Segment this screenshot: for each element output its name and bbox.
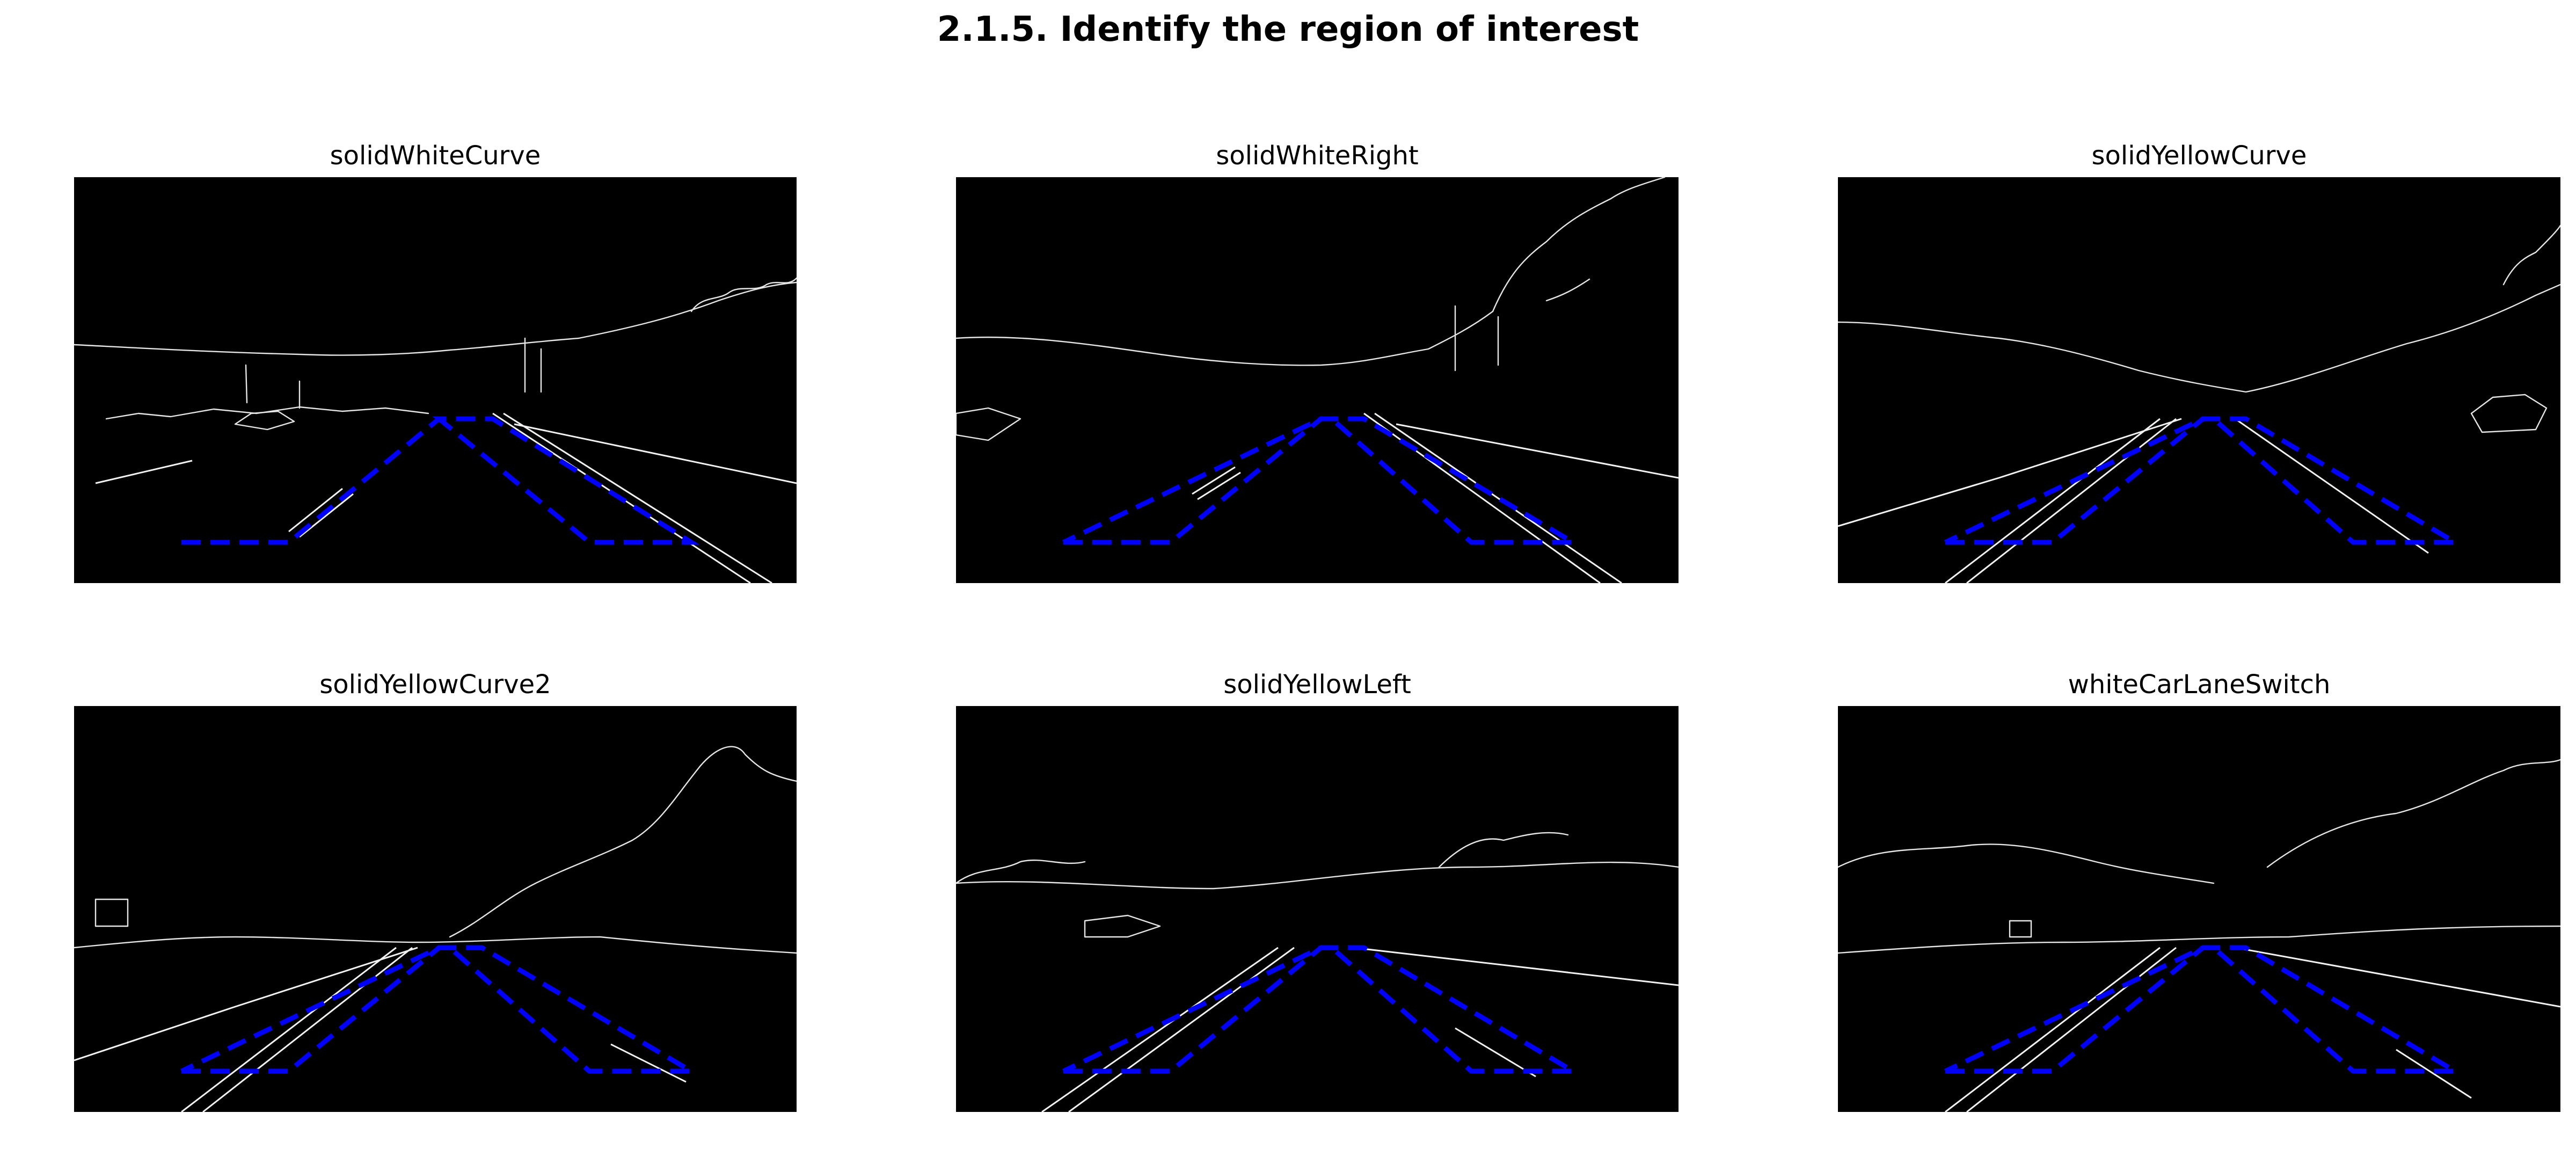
edge-image-canvas bbox=[956, 177, 1679, 583]
lane-edge bbox=[181, 947, 413, 1112]
roi-polygon bbox=[1062, 945, 1582, 1074]
vehicle-edge bbox=[956, 407, 1021, 441]
horizon-edge bbox=[74, 936, 797, 954]
panel-solid-white-right: solidWhiteRight bbox=[956, 141, 1679, 583]
lane-edge bbox=[95, 460, 193, 484]
lane-edge bbox=[2396, 1049, 2472, 1099]
panel-title: whiteCarLaneSwitch bbox=[2068, 670, 2331, 700]
roi-polygon bbox=[1062, 416, 1582, 545]
lane-edge bbox=[2235, 418, 2429, 554]
panel-solid-yellow-curve-2: solidYellowCurve2 bbox=[74, 670, 797, 1112]
panel-title: solidYellowLeft bbox=[1223, 670, 1411, 700]
lane-edge bbox=[1353, 947, 1679, 986]
edge-image bbox=[956, 177, 1679, 583]
edge-image-canvas bbox=[1838, 224, 2560, 583]
tree-edge bbox=[449, 746, 797, 938]
lane-edge bbox=[288, 488, 354, 538]
vehicle-edge bbox=[234, 410, 295, 431]
edge-image bbox=[74, 706, 797, 1112]
panel-solid-yellow-left: solidYellowLeft bbox=[956, 670, 1679, 1112]
lane-edge bbox=[514, 423, 797, 484]
edge-image bbox=[956, 706, 1679, 1112]
lane-edge bbox=[2235, 947, 2560, 1008]
panel-title: solidWhiteCurve bbox=[330, 141, 541, 171]
lane-edge bbox=[1041, 947, 1295, 1112]
figure-title: 2.1.5. Identify the region of interest bbox=[937, 10, 1639, 49]
tree-edge bbox=[1492, 177, 1666, 312]
lane-edge bbox=[1838, 418, 2182, 527]
pole-edge bbox=[245, 337, 542, 409]
vehicle-edge bbox=[105, 406, 429, 420]
roi-polygon bbox=[181, 416, 700, 545]
edge-image-canvas bbox=[956, 832, 1679, 1112]
panel-solid-yellow-curve: solidYellowCurve bbox=[1838, 141, 2560, 583]
lane-edge bbox=[610, 1043, 687, 1083]
edge-image-canvas bbox=[74, 746, 797, 1112]
lane-edge bbox=[1945, 947, 2177, 1112]
horizon-edge bbox=[1838, 283, 2560, 393]
edge-image-canvas bbox=[74, 277, 797, 583]
panel-title: solidWhiteRight bbox=[1216, 141, 1419, 171]
edge-image bbox=[1838, 706, 2560, 1112]
lane-edge bbox=[1396, 423, 1679, 479]
horizon-edge bbox=[956, 310, 1494, 366]
tree-edge bbox=[690, 277, 797, 312]
sign-edge bbox=[94, 898, 129, 927]
edge-image bbox=[74, 177, 797, 583]
lane-edge bbox=[1945, 418, 2177, 583]
vehicle-edge bbox=[1084, 914, 1161, 938]
lane-edge bbox=[74, 947, 418, 1061]
lane-edge bbox=[1192, 466, 1241, 500]
panel-title: solidYellowCurve bbox=[2091, 141, 2307, 171]
edge-image-canvas bbox=[1838, 759, 2560, 1112]
tree-edge bbox=[2502, 224, 2560, 286]
panel-white-car-lane-switch: whiteCarLaneSwitch bbox=[1838, 670, 2560, 1112]
tree-edge bbox=[1838, 759, 2560, 884]
roi-polygon bbox=[1944, 416, 2464, 545]
panel-solid-white-curve: solidWhiteCurve bbox=[74, 141, 797, 583]
roi-polygon bbox=[1944, 945, 2464, 1074]
horizon-edge bbox=[1838, 925, 2560, 954]
sign-edge bbox=[2009, 920, 2032, 938]
tree-edge bbox=[956, 832, 1569, 884]
roi-polygon bbox=[180, 945, 700, 1074]
horizon-edge bbox=[74, 281, 797, 356]
edge-image bbox=[1838, 177, 2560, 583]
panel-title: solidYellowCurve2 bbox=[319, 670, 551, 700]
pole-edge bbox=[1454, 305, 1499, 372]
horizon-edge bbox=[956, 861, 1679, 890]
lane-edge bbox=[1455, 1027, 1536, 1078]
vehicle-edge bbox=[2470, 394, 2548, 433]
